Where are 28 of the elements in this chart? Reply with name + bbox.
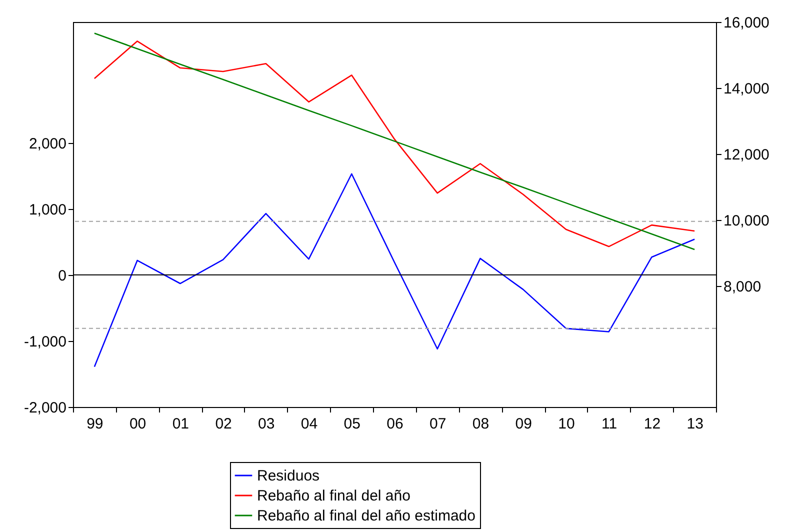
x-tick-label: 09 <box>515 416 532 432</box>
x-tick-label: 10 <box>558 416 575 432</box>
x-tick-label: 01 <box>172 416 190 432</box>
y-tick-label: 0 <box>58 267 66 284</box>
y-tick-label: -2,000 <box>24 400 66 416</box>
y-tick-label: 1,000 <box>28 201 66 218</box>
y-tick-label: -1,000 <box>24 333 66 350</box>
x-tick-label: 12 <box>644 416 661 432</box>
legend-label: Rebaño al final del año estimado <box>257 508 476 524</box>
x-tick-label: 99 <box>86 416 104 432</box>
x-tick-label: 08 <box>472 416 490 432</box>
y-tick-label: 2,000 <box>28 135 66 152</box>
y2-tick-label: 8,000 <box>724 278 762 296</box>
x-tick-label: 06 <box>386 416 404 432</box>
y2-tick-label: 10,000 <box>724 212 770 230</box>
legend-label: Residuos <box>257 468 320 484</box>
x-tick-label: 07 <box>430 416 446 432</box>
legend-label: Rebaño al final del año <box>257 488 410 504</box>
x-tick-label: 00 <box>129 416 146 432</box>
x-tick-label: 13 <box>686 416 704 432</box>
y2-tick-label: 12,000 <box>724 146 770 164</box>
x-tick-label: 11 <box>602 416 618 432</box>
y2-tick-label: 14,000 <box>724 80 770 98</box>
y2-tick-label: 16,000 <box>724 14 770 32</box>
x-tick-label: 05 <box>344 416 360 432</box>
x-tick-label: 03 <box>258 416 275 432</box>
x-tick-label: 02 <box>215 416 232 432</box>
x-tick-label: 04 <box>300 416 318 432</box>
